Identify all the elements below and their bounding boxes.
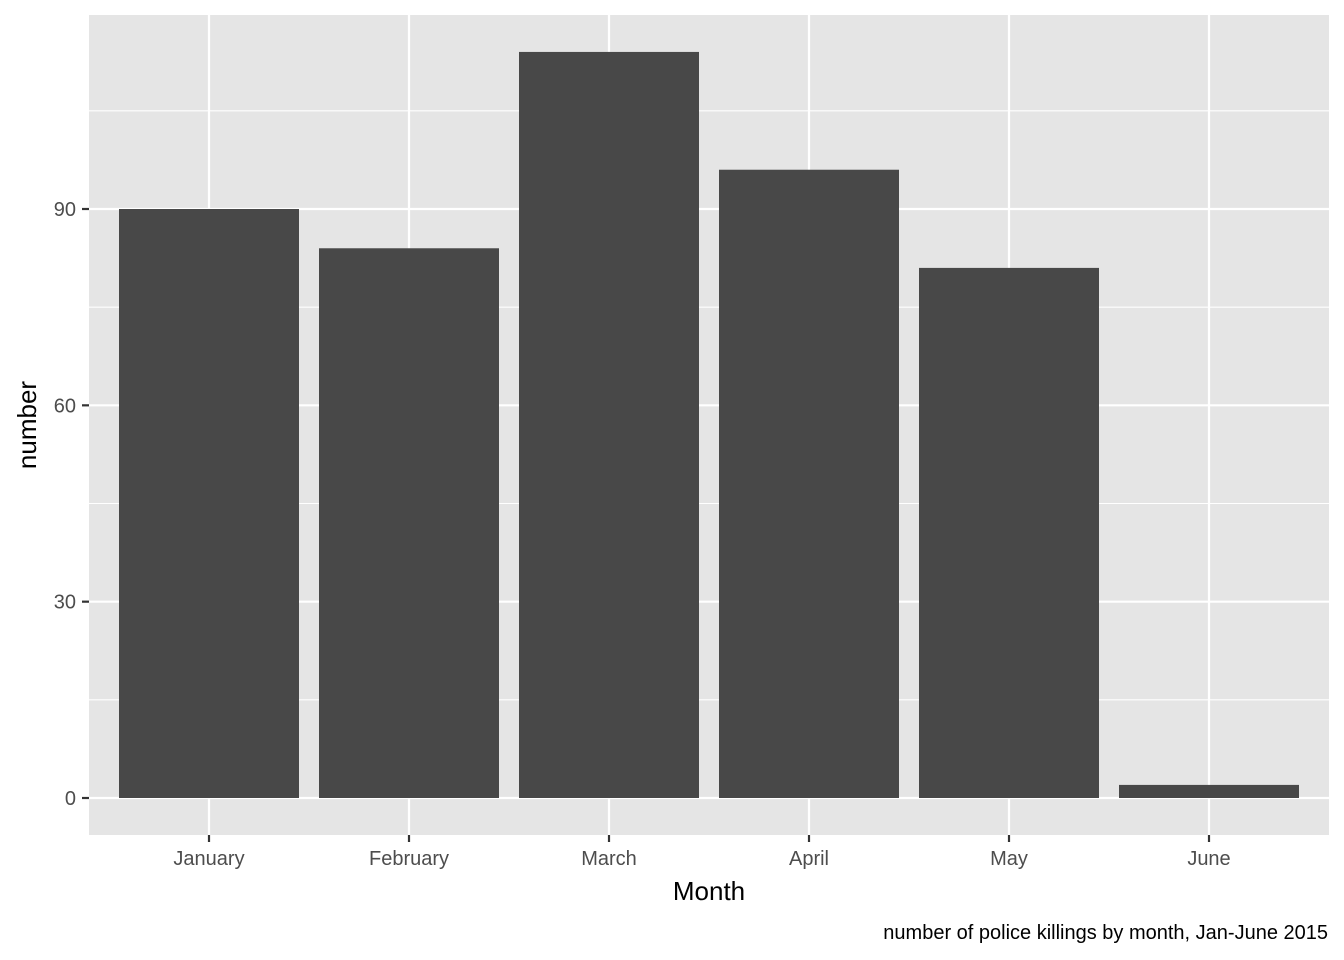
y-tick-label: 0 (65, 788, 76, 810)
x-tick-label: June (1187, 848, 1230, 870)
x-axis-tick-labels: January February March April May June (173, 848, 1230, 870)
x-tick-label: April (789, 848, 829, 870)
x-axis-ticks (207, 835, 1211, 842)
chart-caption: number of police killings by month, Jan-… (883, 922, 1328, 944)
x-tick-label: February (369, 848, 449, 870)
bar-april (719, 169, 899, 798)
bar-february (319, 248, 499, 798)
bar-june (1119, 784, 1299, 798)
y-tick-label: 90 (54, 199, 76, 221)
bar-may (919, 267, 1099, 798)
bar-march (519, 51, 699, 798)
x-tick-label: January (173, 848, 244, 870)
y-axis-ticks (82, 207, 89, 800)
x-axis-title: Month (673, 876, 745, 906)
y-tick-label: 30 (54, 592, 76, 614)
bar-january (119, 209, 299, 798)
y-tick-label: 60 (54, 395, 76, 417)
y-axis-tick-labels: 0 30 60 90 (54, 199, 76, 810)
x-tick-label: March (581, 848, 637, 870)
x-tick-label: May (990, 848, 1028, 870)
y-axis-title: number (12, 381, 42, 469)
bars (119, 51, 1299, 798)
